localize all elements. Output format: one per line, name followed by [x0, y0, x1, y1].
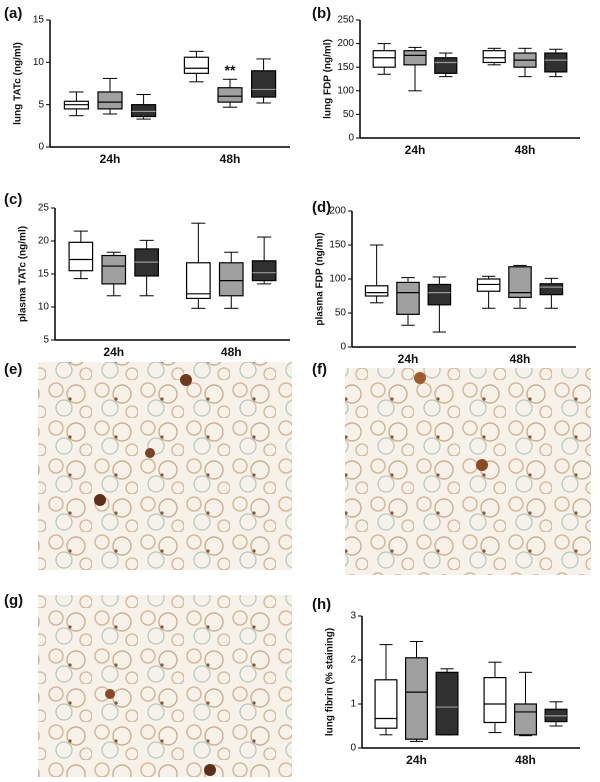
x-tick-label: 24h — [405, 143, 426, 157]
box — [131, 104, 157, 118]
y-tick-label: 1 — [350, 699, 356, 710]
box — [374, 679, 398, 729]
panel-label: (b) — [312, 5, 331, 22]
box — [396, 281, 420, 315]
box — [68, 241, 94, 272]
y-tick-label: 200 — [337, 38, 354, 49]
micrograph — [345, 368, 591, 575]
box — [403, 50, 427, 66]
box — [435, 671, 459, 736]
y-tick-label: 100 — [337, 85, 354, 96]
x-tick-label: 48h — [221, 345, 242, 359]
box — [251, 70, 277, 98]
panel-label: (g) — [4, 592, 23, 609]
box — [183, 56, 209, 74]
box — [217, 87, 243, 103]
stain — [204, 764, 216, 776]
micrograph — [38, 595, 292, 777]
panel-label: (h) — [312, 596, 331, 613]
y-tick-label: 20 — [38, 236, 50, 247]
y-axis-label: lung TATc (ng/ml) — [13, 42, 24, 125]
stain — [105, 689, 115, 699]
y-tick-label: 100 — [329, 274, 346, 285]
stain — [94, 494, 106, 506]
box — [508, 266, 532, 298]
y-tick-label: 10 — [38, 302, 50, 313]
box — [434, 57, 458, 74]
y-tick-label: 0 — [38, 142, 44, 153]
x-tick-label: 48h — [220, 152, 241, 166]
box — [513, 703, 537, 736]
box — [539, 283, 564, 296]
x-tick-label: 24h — [406, 753, 427, 767]
y-tick-label: 50 — [343, 109, 355, 120]
y-tick-label: 15 — [33, 15, 45, 26]
micrograph — [38, 362, 292, 570]
y-tick-label: 2 — [350, 655, 356, 666]
y-tick-label: 150 — [337, 62, 354, 73]
box — [364, 285, 389, 297]
y-tick-label: 10 — [33, 57, 45, 68]
stain — [476, 459, 488, 471]
box — [427, 283, 452, 306]
box — [97, 91, 123, 110]
panel-label: (f) — [312, 361, 327, 378]
y-tick-label: 200 — [329, 206, 346, 217]
y-axis-label: lung FDP (ng/ml) — [323, 39, 334, 119]
y-axis-label: plasma TATc (ng/ml) — [18, 226, 29, 322]
y-tick-label: 250 — [337, 15, 354, 26]
box — [482, 50, 506, 64]
box — [405, 657, 429, 740]
box — [372, 50, 396, 68]
y-tick-label: 25 — [38, 203, 50, 214]
box — [218, 262, 244, 297]
box — [101, 254, 127, 285]
y-tick-label: 0 — [350, 743, 356, 754]
x-tick-label: 24h — [100, 152, 121, 166]
panel-label: (d) — [312, 199, 331, 216]
stain — [414, 372, 426, 384]
box — [483, 676, 507, 724]
box — [476, 278, 501, 292]
panel-label: (a) — [4, 5, 22, 22]
y-tick-label: 0 — [348, 133, 354, 144]
y-axis-label: lung fibrin (% staining) — [325, 628, 336, 736]
y-tick-label: 150 — [329, 240, 346, 251]
x-tick-label: 24h — [103, 345, 124, 359]
panel-label: (c) — [4, 191, 22, 208]
x-tick-label: 24h — [398, 352, 419, 366]
y-tick-label: 5 — [38, 99, 44, 110]
y-tick-label: 5 — [43, 335, 49, 346]
y-tick-label: 0 — [340, 342, 346, 353]
box — [251, 260, 277, 282]
box — [186, 262, 211, 300]
annotation: ** — [225, 62, 236, 78]
x-tick-label: 48h — [515, 753, 536, 767]
y-tick-label: 50 — [335, 308, 347, 319]
x-tick-label: 48h — [510, 352, 531, 366]
y-axis-label: plasma FDP (ng/ml) — [315, 232, 326, 325]
y-tick-label: 15 — [38, 269, 50, 280]
box — [544, 52, 568, 73]
stain — [145, 448, 155, 458]
panel-label: (e) — [4, 361, 22, 378]
x-tick-label: 48h — [515, 143, 536, 157]
stain — [180, 374, 192, 386]
y-tick-label: 3 — [350, 611, 356, 622]
